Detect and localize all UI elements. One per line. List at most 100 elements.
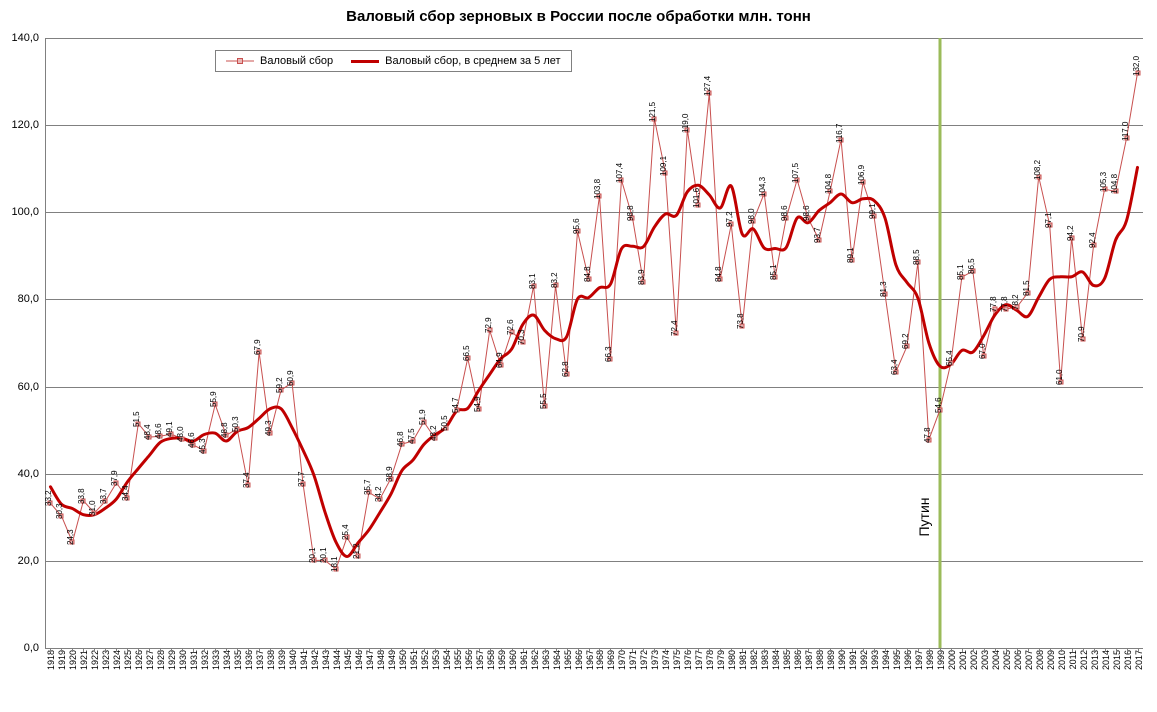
x-tick — [841, 648, 842, 652]
x-tick-label: 1997 — [914, 648, 924, 670]
data-marker — [1003, 307, 1008, 312]
x-tick-label: 1998 — [925, 648, 935, 670]
x-tick — [171, 648, 172, 652]
data-marker — [213, 402, 218, 407]
y-tick-label: 100,0 — [11, 206, 39, 218]
x-tick — [665, 648, 666, 652]
data-marker — [674, 330, 679, 335]
legend-swatch — [226, 56, 254, 66]
data-marker — [850, 257, 855, 262]
data-marker — [1014, 305, 1019, 310]
x-tick-label: 1982 — [749, 648, 759, 670]
x-tick-label: 1985 — [782, 648, 792, 670]
x-tick-label: 2011 — [1068, 648, 1078, 669]
x-tick — [336, 648, 337, 652]
x-tick — [951, 648, 952, 652]
data-marker — [191, 442, 196, 447]
x-tick — [578, 648, 579, 652]
x-tick-label: 1933 — [211, 648, 221, 670]
data-marker — [1102, 187, 1107, 192]
data-marker — [81, 498, 86, 503]
data-marker — [1080, 337, 1085, 342]
data-marker — [355, 553, 360, 558]
x-tick — [874, 648, 875, 652]
x-tick — [1083, 648, 1084, 652]
data-marker — [904, 344, 909, 349]
data-marker — [410, 439, 415, 444]
x-tick-label: 1941 — [299, 648, 309, 670]
x-tick — [731, 648, 732, 652]
data-marker — [103, 499, 108, 504]
x-tick — [237, 648, 238, 652]
x-tick — [885, 648, 886, 652]
data-marker — [344, 535, 349, 540]
x-tick-label: 1923 — [101, 648, 111, 670]
x-tick-label: 1961 — [519, 648, 529, 670]
x-tick — [929, 648, 930, 652]
x-tick-label: 1970 — [617, 648, 627, 670]
data-marker — [290, 380, 295, 385]
x-tick — [907, 648, 908, 652]
data-marker — [619, 178, 624, 183]
x-tick — [303, 648, 304, 652]
data-marker — [685, 127, 690, 132]
x-tick-label: 2001 — [958, 648, 968, 670]
data-marker — [586, 276, 591, 281]
x-tick — [973, 648, 974, 652]
data-marker — [312, 558, 317, 563]
x-tick-label: 2015 — [1112, 648, 1122, 670]
y-tick-label: 0,0 — [24, 642, 39, 654]
data-marker — [224, 433, 229, 438]
x-tick-label: 1925 — [123, 648, 133, 670]
gridline — [45, 125, 1143, 126]
x-tick — [1105, 648, 1106, 652]
x-tick — [127, 648, 128, 652]
x-tick — [896, 648, 897, 652]
x-tick — [94, 648, 95, 652]
data-marker — [893, 369, 898, 374]
x-tick-label: 2002 — [969, 648, 979, 670]
x-tick-label: 2016 — [1123, 648, 1133, 670]
data-marker — [1025, 290, 1030, 295]
x-tick — [819, 648, 820, 652]
data-marker — [125, 496, 130, 501]
data-marker — [795, 177, 800, 182]
x-tick-label: 1936 — [244, 648, 254, 670]
x-tick-label: 1922 — [90, 648, 100, 670]
data-marker — [553, 283, 558, 288]
data-marker — [147, 435, 152, 440]
data-marker — [696, 203, 701, 208]
x-tick-label: 2003 — [980, 648, 990, 670]
x-tick — [479, 648, 480, 652]
data-marker — [366, 490, 371, 495]
x-tick-label: 1953 — [431, 648, 441, 670]
x-tick — [105, 648, 106, 652]
x-tick — [1028, 648, 1029, 652]
x-tick — [556, 648, 557, 652]
x-tick-label: 1959 — [497, 648, 507, 670]
x-tick — [808, 648, 809, 652]
data-marker — [937, 408, 942, 413]
x-tick-label: 1977 — [694, 648, 704, 670]
x-tick — [643, 648, 644, 652]
data-marker — [597, 193, 602, 198]
x-tick — [380, 648, 381, 652]
x-tick-label: 1956 — [464, 648, 474, 670]
chart-legend: Валовый сборВаловый сбор, в среднем за 5… — [215, 50, 572, 72]
gridline — [45, 212, 1143, 213]
x-tick-label: 1987 — [804, 648, 814, 670]
x-tick — [830, 648, 831, 652]
y-tick-label: 40,0 — [18, 468, 39, 480]
data-marker — [443, 425, 448, 430]
x-tick-label: 1927 — [145, 648, 155, 670]
x-tick — [149, 648, 150, 652]
x-tick — [1072, 648, 1073, 652]
x-tick-label: 1948 — [376, 648, 386, 670]
data-marker — [377, 496, 382, 501]
x-tick-label: 1984 — [771, 648, 781, 670]
x-tick — [797, 648, 798, 652]
x-tick-label: 1992 — [859, 648, 869, 670]
legend-label: Валовый сбор, в среднем за 5 лет — [385, 55, 560, 67]
data-marker — [564, 372, 569, 377]
data-marker — [641, 280, 646, 285]
